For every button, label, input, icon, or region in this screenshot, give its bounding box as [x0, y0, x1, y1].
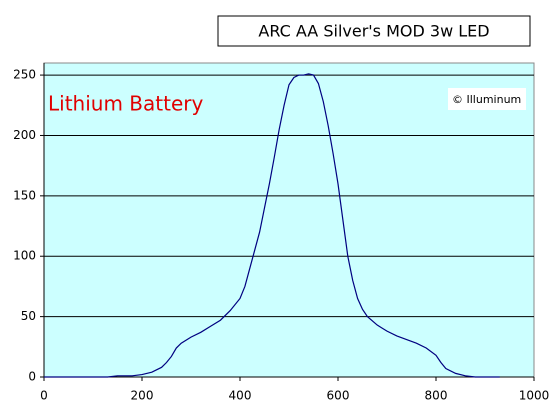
y-tick-label: 100	[13, 249, 36, 263]
chart-title: ARC AA Silver's MOD 3w LED	[258, 22, 489, 41]
plot-area	[43, 62, 535, 378]
y-tick-label: 50	[21, 309, 36, 323]
annotation: Lithium Battery	[48, 92, 203, 116]
x-tick-label: 600	[327, 389, 350, 403]
y-tick-label: 250	[13, 68, 36, 82]
x-tick-label: 0	[40, 389, 48, 403]
x-tick-label: 200	[131, 389, 154, 403]
x-tick-label: 400	[229, 389, 252, 403]
watermark: © Illuminum	[452, 93, 521, 106]
watermark-box	[448, 88, 526, 110]
x-tick-label: 1000	[519, 389, 550, 403]
y-tick-label: 150	[13, 188, 36, 202]
title-box	[217, 15, 531, 47]
x-tick-label: 800	[425, 389, 448, 403]
data-line	[44, 73, 500, 378]
y-tick-label: 200	[13, 128, 36, 142]
y-tick-label: 0	[28, 370, 36, 384]
